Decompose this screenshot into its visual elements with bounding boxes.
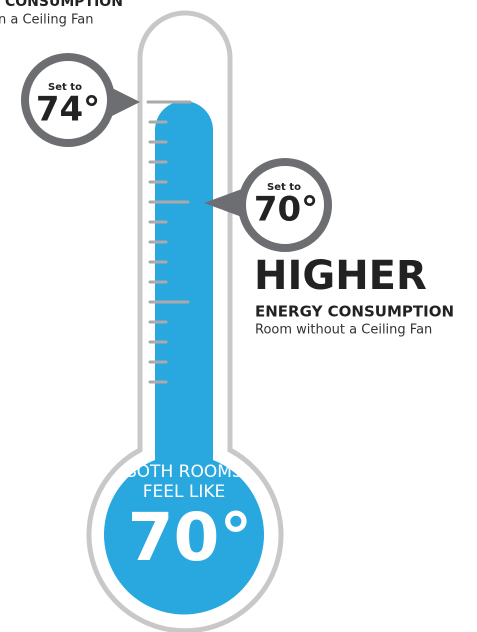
- bulb-temperature: 70°: [128, 499, 253, 576]
- right-heading: HIGHER: [254, 253, 427, 299]
- callout-temperature: 74°: [36, 90, 100, 130]
- callout-label: Set to: [267, 182, 301, 193]
- right-caption: Room without a Ceiling Fan: [255, 323, 432, 338]
- bulb-line: BOTH ROOMS: [125, 462, 242, 482]
- bulb-line: FEEL LIKE: [143, 482, 226, 502]
- top-heading: CONSUMPTION: [5, 0, 123, 10]
- top-subtitle: n a Ceiling Fan: [0, 13, 94, 28]
- callout-74: Set to 74°: [21, 53, 140, 147]
- right-subheading: ENERGY CONSUMPTION: [255, 303, 454, 321]
- callout-label: Set to: [48, 82, 82, 93]
- mercury: [104, 101, 264, 615]
- tick-marks: [146, 100, 192, 384]
- callout-temperature: 70°: [254, 190, 318, 230]
- callout-70: Set to 70°: [204, 158, 332, 252]
